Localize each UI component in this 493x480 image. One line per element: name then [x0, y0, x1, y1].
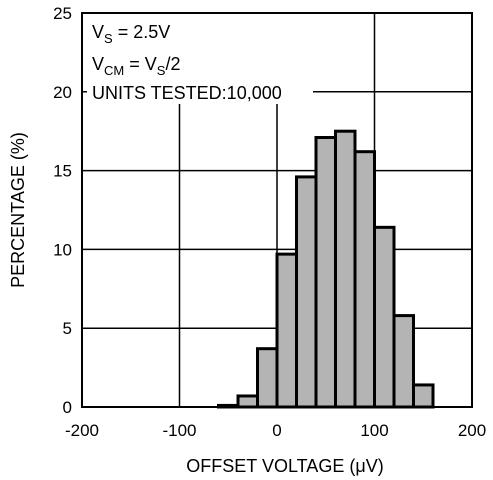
y-tick-label: 20	[53, 83, 72, 102]
y-tick-label: 25	[53, 4, 72, 23]
y-axis-label: PERCENTAGE (%)	[8, 132, 28, 288]
annotation-supply-voltage: VS = 2.5V	[92, 22, 170, 46]
x-axis-label: OFFSET VOLTAGE (μV)	[186, 456, 383, 476]
annotation-common-mode-voltage: VCM = VS/2	[92, 54, 180, 78]
y-tick-label: 5	[63, 319, 72, 338]
histogram-bar	[236, 394, 259, 409]
x-tick-label: -100	[162, 421, 196, 440]
histogram-bar	[295, 175, 318, 409]
y-tick-label: 0	[63, 398, 72, 417]
histogram-bars	[217, 129, 435, 409]
y-tick-label: 10	[53, 240, 72, 259]
histogram-bar	[373, 225, 396, 409]
x-tick-label: 200	[458, 421, 486, 440]
histogram-bar	[412, 383, 435, 409]
histogram-bar	[275, 252, 298, 409]
y-tick-label: 15	[53, 162, 72, 181]
histogram-bar	[353, 150, 376, 409]
y-tick-labels: 0 5 10 15 20 25	[53, 4, 72, 417]
x-tick-labels: -200 -100 0 100 200	[65, 421, 486, 440]
histogram-bar	[314, 136, 337, 409]
x-tick-label: -200	[65, 421, 99, 440]
x-tick-label: 0	[272, 421, 281, 440]
histogram-bar	[334, 129, 357, 409]
annotation-units-tested: UNITS TESTED:10,000	[92, 83, 282, 103]
annotation-block: VS = 2.5V VCM = VS/2 UNITS TESTED:10,000	[87, 14, 313, 104]
histogram-bar	[392, 314, 415, 409]
plot-frame	[81, 12, 473, 408]
annotation-background	[87, 14, 313, 104]
histogram-bar	[256, 347, 279, 409]
x-tick-label: 100	[360, 421, 388, 440]
